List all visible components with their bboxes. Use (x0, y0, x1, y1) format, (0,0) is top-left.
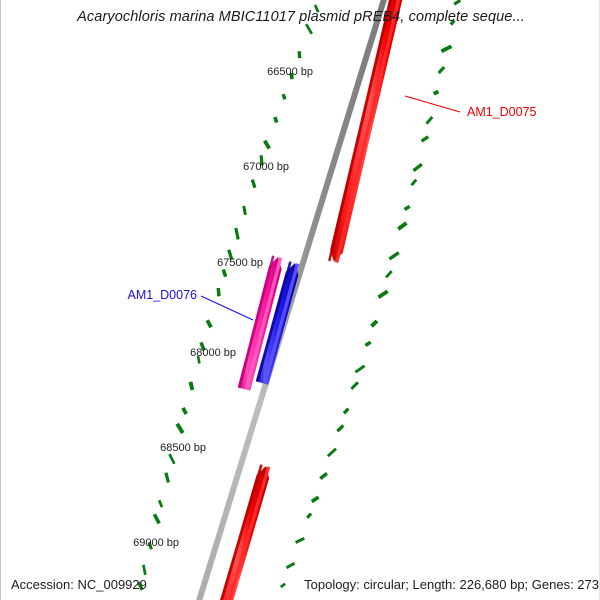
gene-tick-mark (297, 51, 302, 59)
gene-tick-mark (370, 319, 379, 328)
gene-tick-mark (199, 341, 206, 352)
gene-tick-marks (137, 0, 462, 591)
gene-tick-mark (410, 178, 418, 187)
gene-tick-mark (196, 355, 201, 364)
gene-tick-mark (384, 270, 393, 279)
gene-tick-mark (397, 221, 408, 231)
gene-tick-mark (164, 472, 170, 483)
gene-tick-mark (377, 289, 389, 299)
gene-tick-mark (425, 115, 434, 125)
gene-tick-mark (437, 66, 446, 75)
gene-tick-mark (216, 287, 221, 297)
cds-feature-shadow (220, 464, 263, 600)
gene-tick-mark (168, 453, 176, 465)
gene-tick-mark (205, 319, 213, 329)
cds-feature-shadow (238, 255, 275, 389)
gene-tick-mark (227, 249, 234, 261)
gene-tick-mark (326, 447, 337, 458)
label-leader-lines (200, 95, 461, 321)
gene-tick-mark (262, 139, 272, 150)
gene-tick-mark (306, 512, 313, 519)
cds-feature-highlight (227, 466, 271, 600)
gene-tick-mark (403, 204, 411, 211)
gene-tick-mark (342, 407, 350, 415)
gene-tick-mark (234, 227, 240, 240)
gene-tick-mark (221, 268, 228, 278)
gene-tick-mark (310, 495, 320, 504)
cds-feature-bars[interactable] (209, 0, 411, 600)
gene-tick-mark (289, 72, 294, 80)
gene-tick-mark (319, 472, 328, 480)
topology-summary-text: Topology: circular; Length: 226,680 bp; … (304, 577, 599, 592)
gene-tick-mark (412, 162, 423, 173)
gene-tick-mark (279, 582, 287, 589)
cds-feature-highlight (244, 257, 283, 391)
gene-tick-mark (350, 381, 359, 390)
gene-tick-mark (259, 155, 264, 166)
gene-tick-mark (152, 513, 161, 525)
gene-tick-mark (313, 4, 320, 13)
gene-tick-mark (242, 205, 247, 216)
gene-tick-mark (157, 499, 164, 508)
gene-tick-mark (142, 564, 147, 576)
gene-tick-mark (420, 135, 430, 143)
gene-tick-mark (305, 23, 313, 35)
gene-tick-mark (364, 340, 372, 347)
cds-feature-shadow (328, 0, 392, 262)
gene-tick-mark (250, 179, 257, 189)
gene-tick-mark (181, 407, 188, 415)
gene-tick-mark (449, 19, 456, 26)
gene-tick-mark (388, 251, 400, 261)
gene-tick-mark (137, 581, 144, 591)
gene-tick-mark (281, 93, 287, 100)
cds-feature-highlight (262, 263, 300, 385)
gene-tick-mark (432, 89, 440, 96)
cds-feature-shadow (256, 261, 292, 383)
gene-tick-mark (336, 424, 345, 433)
gene-tick-mark (294, 536, 305, 544)
gene-tick-mark (147, 541, 153, 550)
accession-text: Accession: NC_009929 (11, 577, 147, 592)
gene-tick-mark (175, 422, 185, 435)
leader-line-am1_d0076 (200, 295, 254, 321)
gene-tick-mark (285, 562, 296, 569)
status-bar: Accession: NC_009929 Topology: circular;… (1, 570, 599, 600)
leader-line-am1_d0075 (404, 95, 461, 113)
gene-tick-mark (440, 44, 453, 53)
cds-feature-highlight (335, 0, 401, 263)
gene-tick-mark (273, 116, 279, 124)
gene-tick-mark (188, 381, 195, 391)
gene-tick-mark (354, 364, 366, 374)
gene-tick-mark (453, 0, 462, 6)
